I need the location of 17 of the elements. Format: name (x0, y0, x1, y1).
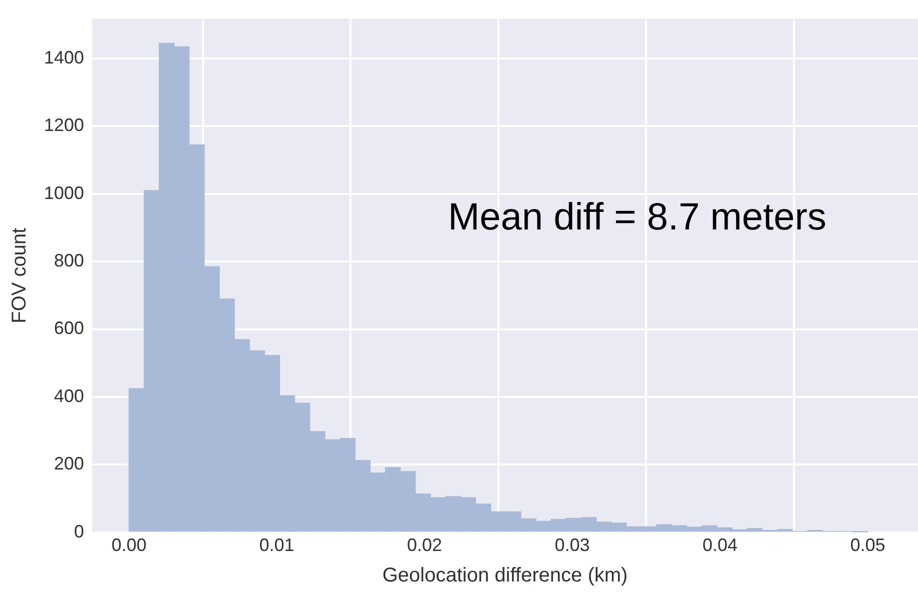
x-tick-label: 0.00 (111, 535, 147, 556)
annotation: Mean diff = 8.7 meters (448, 196, 826, 239)
y-tick-label: 1200 (44, 115, 84, 136)
x-tick-label: 0.05 (850, 535, 886, 556)
y-tick-label: 800 (54, 250, 84, 271)
y-tick-label: 400 (54, 386, 84, 406)
x-tick-label: 0.04 (702, 535, 738, 556)
y-tick-label: 1000 (44, 182, 84, 203)
y-axis-title: FOV count (8, 227, 31, 324)
y-tick-label: 200 (54, 454, 84, 474)
x-axis-title: Geolocation difference (km) (382, 564, 628, 587)
y-tick-label: 600 (54, 318, 84, 338)
y-tick-label: 0 (74, 521, 84, 542)
x-tick-label: 0.03 (554, 535, 590, 556)
y-tick-label: 1400 (44, 47, 84, 68)
x-tick-label: 0.02 (406, 535, 442, 556)
x-tick-label: 0.01 (259, 535, 294, 556)
